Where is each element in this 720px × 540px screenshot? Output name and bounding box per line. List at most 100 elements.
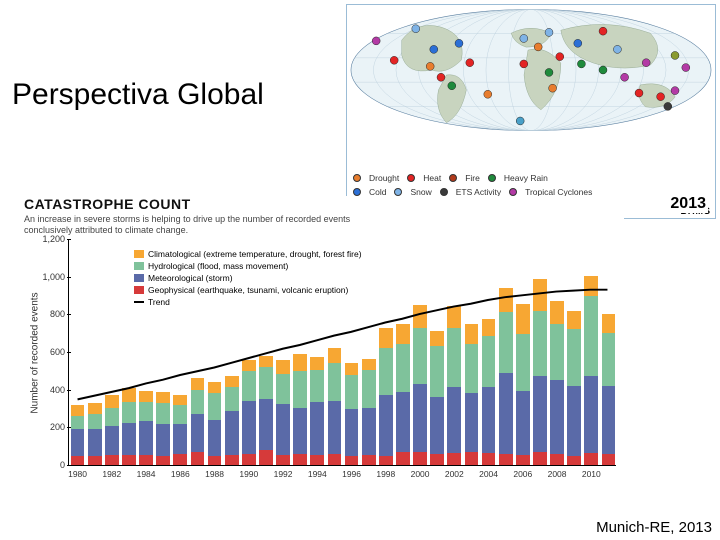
bar-segment-climatological — [602, 314, 616, 333]
bar-segment-geophysical — [208, 456, 222, 465]
bar-1994 — [310, 357, 324, 465]
bar-segment-climatological — [567, 311, 581, 330]
bar-segment-climatological — [584, 276, 598, 297]
bar-segment-geophysical — [533, 452, 547, 465]
bar-segment-climatological — [396, 324, 410, 345]
map-marker — [621, 73, 629, 81]
bar-segment-meteorological — [173, 424, 187, 454]
bar-1983 — [122, 388, 136, 465]
bar-segment-geophysical — [567, 456, 581, 465]
bar-segment-meteorological — [310, 402, 324, 455]
map-marker — [448, 82, 456, 90]
bar-segment-geophysical — [139, 455, 153, 465]
page-title: Perspectiva Global — [12, 78, 264, 112]
map-marker — [671, 87, 679, 95]
bar-segment-climatological — [465, 324, 479, 345]
bar-segment-meteorological — [88, 429, 102, 455]
bar-segment-climatological — [225, 376, 239, 386]
bar-segment-geophysical — [276, 455, 290, 465]
map-marker — [549, 84, 557, 92]
chart-plot-area: Number of recorded events 02004006008001… — [68, 240, 616, 466]
bar-2003 — [465, 324, 479, 465]
bar-segment-hydrological — [191, 390, 205, 414]
map-year-label: 2013 — [668, 195, 708, 213]
bar-1980 — [71, 405, 85, 465]
bar-segment-climatological — [208, 382, 222, 393]
x-tick: 1996 — [342, 469, 361, 479]
map-marker — [455, 39, 463, 47]
map-marker — [520, 34, 528, 42]
bar-segment-hydrological — [71, 416, 85, 429]
y-tick: 1,000 — [35, 272, 65, 282]
x-tick: 1980 — [68, 469, 87, 479]
bar-2010 — [584, 276, 598, 465]
map-marker — [545, 28, 553, 36]
bar-segment-hydrological — [482, 336, 496, 387]
x-tick: 1994 — [308, 469, 327, 479]
bar-segment-hydrological — [139, 402, 153, 421]
bar-segment-hydrological — [465, 344, 479, 393]
legend-marker — [449, 174, 457, 182]
legend-marker — [509, 188, 517, 196]
bar-segment-hydrological — [499, 312, 513, 372]
bar-segment-climatological — [105, 395, 119, 407]
map-marker — [556, 53, 564, 61]
legend-marker — [488, 174, 496, 182]
bar-segment-meteorological — [225, 411, 239, 454]
y-tick: 0 — [35, 460, 65, 470]
map-marker — [412, 25, 420, 33]
bar-segment-meteorological — [276, 404, 290, 455]
bar-segment-hydrological — [293, 371, 307, 409]
bar-segment-hydrological — [567, 329, 581, 386]
legend-marker — [394, 188, 402, 196]
bar-segment-hydrological — [413, 328, 427, 385]
bar-segment-geophysical — [379, 456, 393, 465]
bar-2011 — [602, 314, 616, 465]
map-marker — [430, 45, 438, 53]
bar-1985 — [156, 392, 170, 465]
bar-segment-meteorological — [584, 376, 598, 453]
bar-segment-meteorological — [465, 393, 479, 451]
bar-2007 — [533, 279, 547, 465]
bar-segment-climatological — [499, 288, 513, 312]
bar-segment-meteorological — [447, 387, 461, 453]
bar-2002 — [447, 306, 461, 465]
map-marker — [390, 56, 398, 64]
x-tick: 1988 — [205, 469, 224, 479]
bar-segment-meteorological — [362, 408, 376, 455]
x-tick: 1998 — [376, 469, 395, 479]
bar-2008 — [550, 301, 564, 465]
map-marker — [671, 51, 679, 59]
bar-segment-meteorological — [602, 386, 616, 454]
map-marker — [437, 73, 445, 81]
map-marker — [574, 39, 582, 47]
bar-1989 — [225, 376, 239, 465]
bar-segment-climatological — [71, 405, 85, 416]
map-marker — [466, 59, 474, 67]
x-tick: 1990 — [239, 469, 258, 479]
bar-segment-climatological — [310, 357, 324, 370]
map-marker — [599, 27, 607, 35]
bar-segment-hydrological — [156, 403, 170, 424]
bar-segment-hydrological — [225, 387, 239, 411]
bar-segment-climatological — [242, 360, 256, 371]
legend-label: Drought — [369, 172, 399, 184]
map-marker — [577, 60, 585, 68]
legend-marker — [353, 174, 361, 182]
bar-segment-geophysical — [191, 452, 205, 465]
x-tick: 1992 — [274, 469, 293, 479]
bar-segment-meteorological — [499, 373, 513, 454]
bar-2009 — [567, 311, 581, 465]
bar-segment-geophysical — [499, 454, 513, 465]
bar-segment-hydrological — [122, 402, 136, 423]
map-marker — [372, 37, 380, 45]
map-marker — [599, 66, 607, 74]
bar-segment-hydrological — [430, 346, 444, 397]
bar-segment-geophysical — [173, 454, 187, 465]
bar-segment-climatological — [362, 359, 376, 370]
world-map-panel: DroughtHeatFireHeavy RainColdSnowETS Act… — [346, 4, 716, 219]
bar-2000 — [413, 305, 427, 465]
bar-segment-meteorological — [328, 401, 342, 454]
bar-segment-meteorological — [122, 423, 136, 455]
y-tick: 400 — [35, 385, 65, 395]
